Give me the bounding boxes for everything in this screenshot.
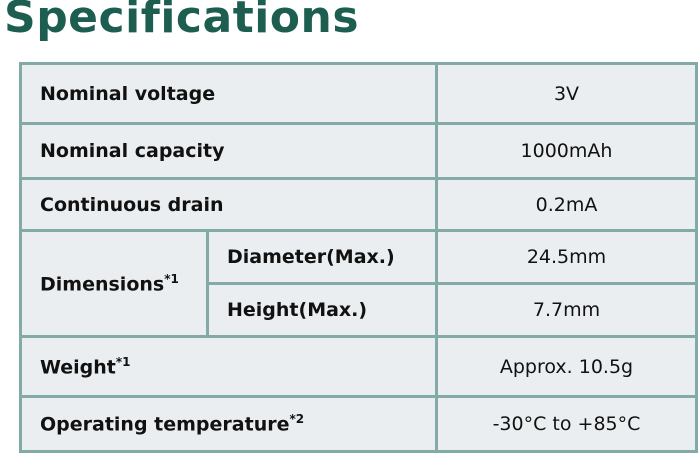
diameter-label: Diameter(Max.) <box>206 229 438 285</box>
table-row: Nominal capacity 1000mAh <box>19 122 698 180</box>
dimensions-text: Dimensions <box>40 273 165 296</box>
table-row: Continuous drain 0.2mA <box>19 177 698 232</box>
voltage-value: 3V <box>435 62 698 125</box>
table-row: Dimensions*1 Diameter(Max.) 24.5mm <box>19 229 698 338</box>
drain-label: Continuous drain <box>19 177 438 232</box>
footnote-mark: *2 <box>289 412 305 427</box>
dimensions-label: Dimensions*1 <box>19 229 209 338</box>
height-label: Height(Max.) <box>206 282 438 338</box>
height-value: 7.7mm <box>435 282 698 338</box>
table-row: Height(Max.) 7.7mm <box>21 282 698 338</box>
weight-text: Weight <box>40 356 116 379</box>
weight-value: Approx. 10.5g <box>435 335 698 398</box>
capacity-value: 1000mAh <box>435 122 698 180</box>
diameter-value: 24.5mm <box>435 229 698 285</box>
drain-value: 0.2mA <box>435 177 698 232</box>
temperature-text: Operating temperature <box>40 413 290 436</box>
temperature-value: -30°C to +85°C <box>435 395 698 453</box>
table-row: Weight*1 Approx. 10.5g <box>19 335 698 398</box>
table-row: Operating temperature*2 -30°C to +85°C <box>19 395 698 453</box>
specifications-table: Nominal voltage 3V Nominal capacity 1000… <box>19 62 698 453</box>
weight-label: Weight*1 <box>19 335 438 398</box>
temperature-label: Operating temperature*2 <box>19 395 438 453</box>
page-title: Specifications <box>4 0 360 43</box>
voltage-label: Nominal voltage <box>19 62 438 125</box>
footnote-mark: *1 <box>164 271 179 286</box>
footnote-mark: *1 <box>115 354 131 369</box>
capacity-label: Nominal capacity <box>19 122 438 180</box>
table-row: Nominal voltage 3V <box>19 62 698 125</box>
